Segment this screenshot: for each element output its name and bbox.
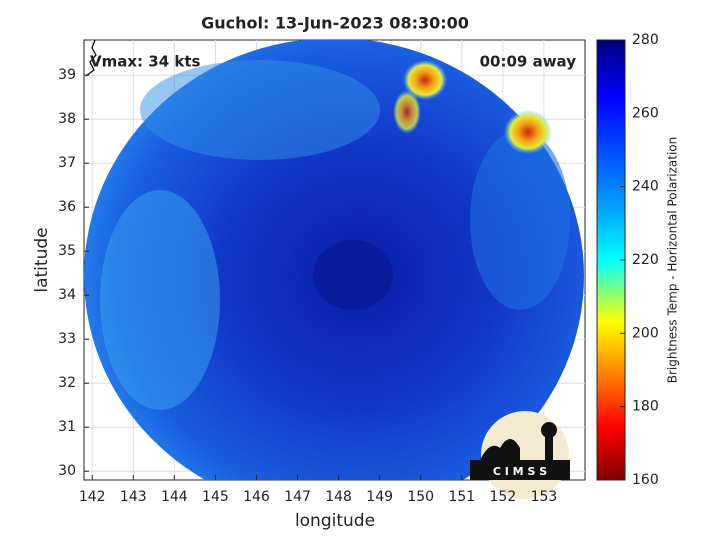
colorbar-tick-label: 220 (632, 252, 659, 268)
y-tick-label: 36 (58, 199, 76, 215)
x-tick-label: 146 (243, 489, 270, 505)
x-tick-label: 145 (202, 489, 229, 505)
y-tick-label: 30 (58, 463, 76, 479)
x-tick-label: 153 (531, 489, 558, 505)
x-tick-label: 142 (79, 489, 106, 505)
y-tick-label: 31 (58, 419, 76, 435)
colorbar-label: Brightness Temp - Horizontal Polarizatio… (666, 137, 680, 384)
x-tick-label: 144 (161, 489, 188, 505)
y-tick-label: 32 (58, 375, 76, 391)
colorbar-tick-label: 240 (632, 179, 659, 195)
annotation: Vmax: 34 kts (90, 53, 200, 71)
x-tick-label: 143 (120, 489, 147, 505)
annotation: 00:09 away (480, 53, 577, 71)
x-tick-label: 151 (448, 489, 475, 505)
x-tick-label: 150 (407, 489, 434, 505)
x-tick-label: 148 (325, 489, 352, 505)
x-tick-label: 147 (284, 489, 311, 505)
satellite-image (84, 40, 584, 480)
y-axis-label: latitude (32, 227, 52, 292)
chart-title: Guchol: 13-Jun-2023 08:30:00 (201, 14, 469, 33)
x-tick-label: 149 (366, 489, 393, 505)
y-tick-label: 34 (58, 287, 76, 303)
y-tick-label: 35 (58, 243, 76, 259)
logo-text: C I M S S (493, 465, 547, 478)
colorbar-tick-label: 200 (632, 325, 659, 341)
x-tick-label: 152 (490, 489, 517, 505)
colorbar-tick-label: 160 (632, 472, 659, 488)
y-tick-label: 38 (58, 111, 76, 127)
colorbar-tick-label: 280 (632, 32, 659, 48)
x-axis-label: longitude (295, 511, 375, 531)
y-tick-label: 37 (58, 155, 76, 171)
coastline (85, 39, 97, 77)
y-tick-label: 39 (58, 67, 76, 83)
colorbar-tick-label: 260 (632, 105, 659, 121)
colorbar-tick-label: 180 (632, 399, 659, 415)
y-tick-label: 33 (58, 331, 76, 347)
